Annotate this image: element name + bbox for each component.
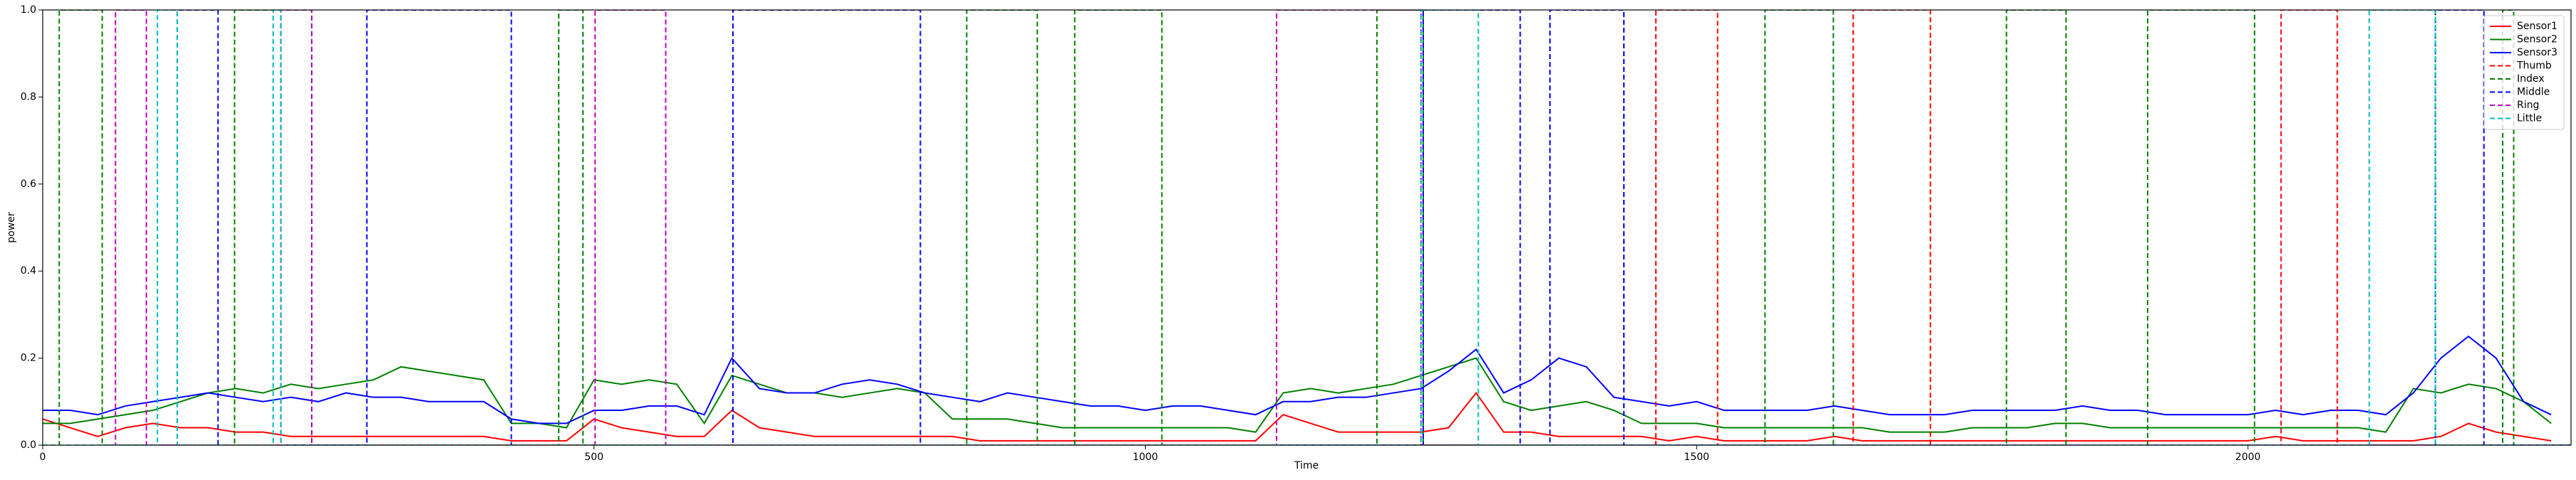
x-tick-label: 500 [584, 452, 603, 463]
legend-box [2483, 15, 2565, 130]
legend-label: Thumb [2516, 60, 2552, 72]
y-tick-label: 0.6 [21, 178, 36, 190]
legend-label: Sensor3 [2517, 47, 2557, 58]
series-line [43, 10, 2571, 445]
plot-area [43, 10, 2571, 445]
x-tick-label: 1500 [1684, 452, 1709, 463]
x-tick-label: 1000 [1133, 452, 1158, 463]
series-line [43, 391, 2552, 442]
legend-label: Middle [2517, 87, 2550, 98]
series-line [43, 10, 2571, 445]
series-line [43, 10, 2571, 445]
series-line [43, 10, 2571, 445]
axes-frame [42, 9, 2572, 446]
x-tick-label: 0 [40, 452, 46, 463]
y-tick-label: 0.8 [21, 91, 36, 102]
y-tick-label: 1.0 [21, 4, 36, 16]
y-tick-label: 0.4 [21, 265, 36, 277]
legend-label: Ring [2517, 100, 2539, 111]
x-axis-label: Time [1294, 460, 1319, 471]
series-line [43, 335, 2552, 425]
legend-label: Little [2517, 113, 2542, 124]
x-tick-label: 2000 [2235, 452, 2261, 463]
legend-label: Sensor2 [2517, 34, 2557, 46]
legend-label: Index [2517, 73, 2545, 85]
series-line [43, 357, 2552, 433]
y-tick-label: 0.0 [21, 439, 36, 451]
y-axis-label: power [6, 212, 17, 243]
legend-label: Sensor1 [2517, 21, 2557, 32]
y-tick-label: 0.2 [21, 353, 36, 364]
series-line [43, 10, 2571, 445]
